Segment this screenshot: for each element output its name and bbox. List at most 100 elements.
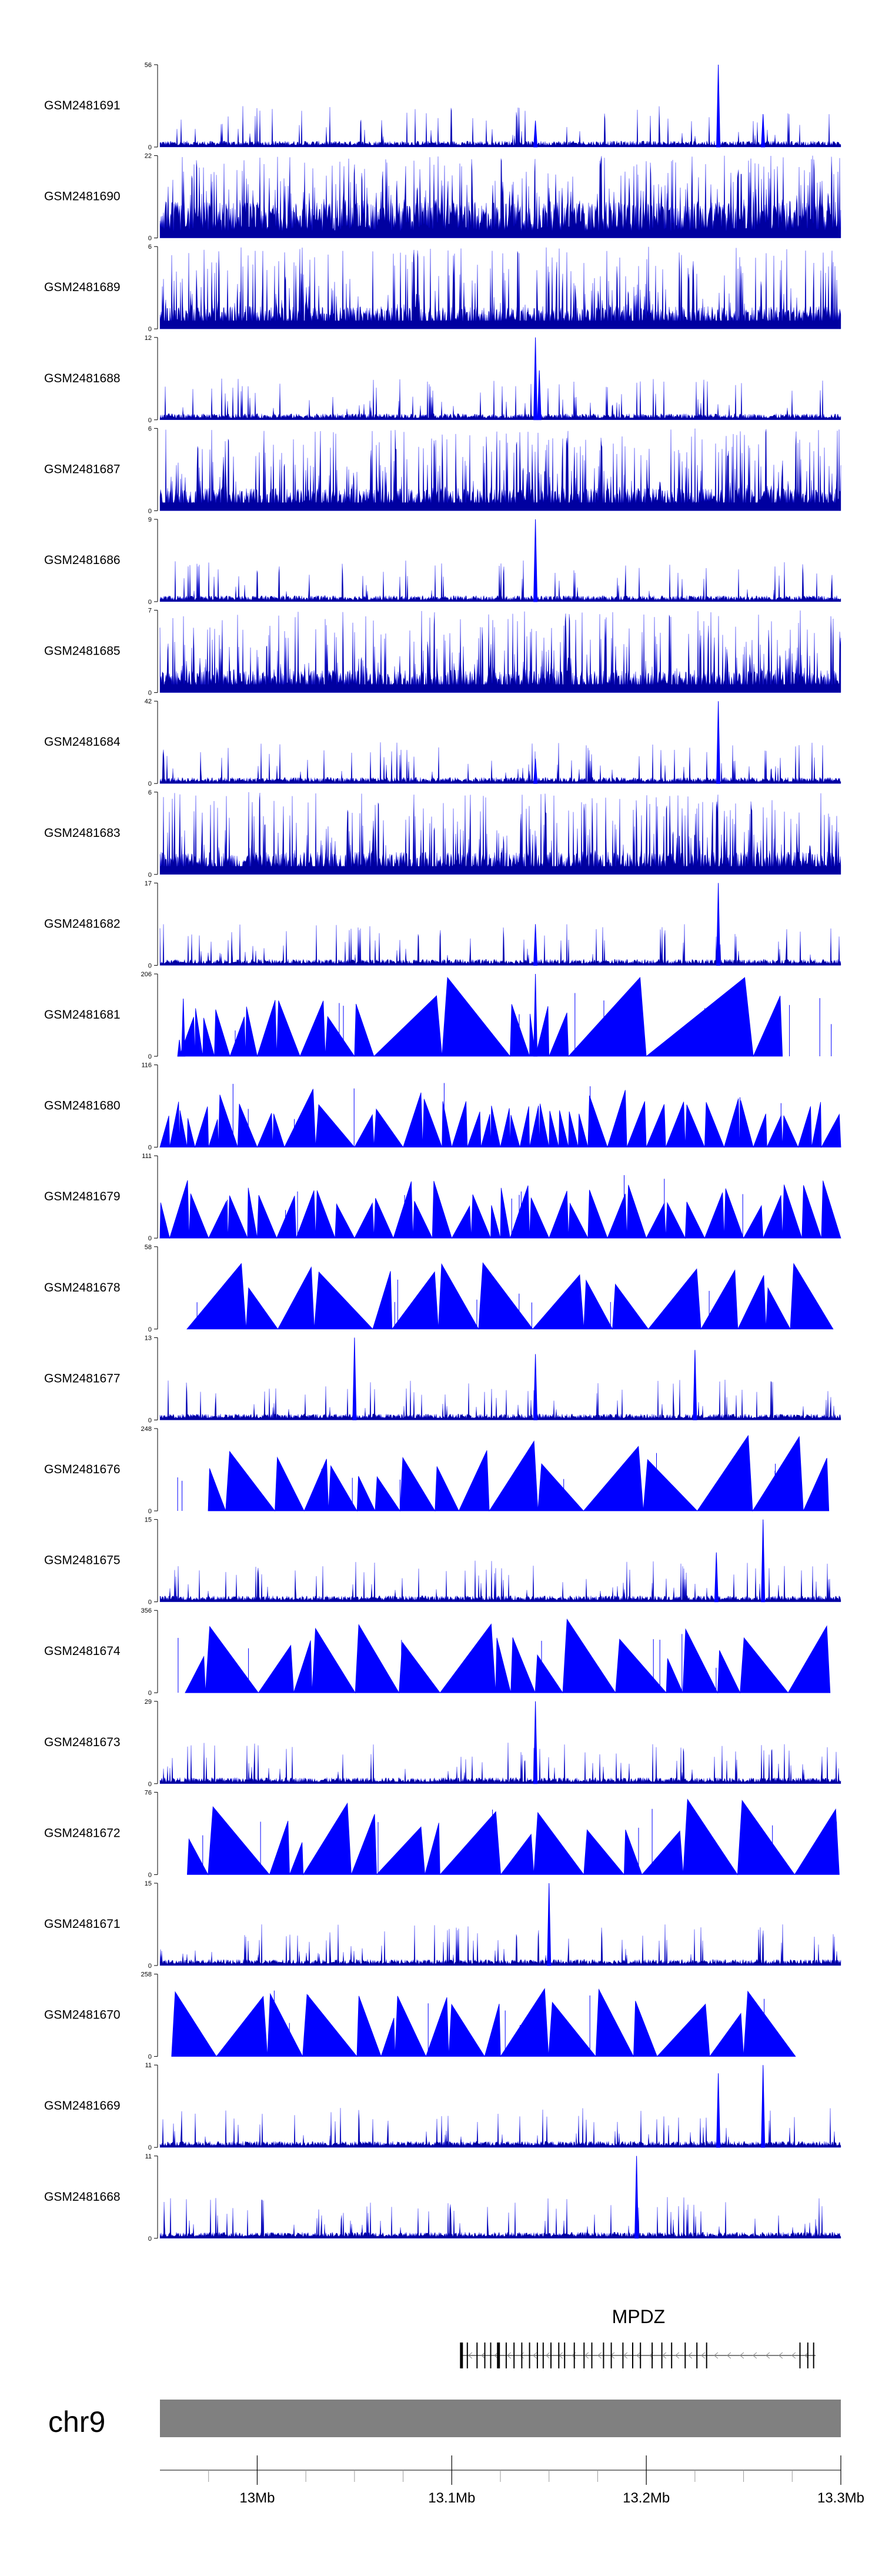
track-label: GSM2481677 [44, 1372, 121, 1385]
dense-signal [159, 106, 841, 148]
y-axis-max-label: 12 [145, 335, 152, 342]
triangle-signal [186, 1262, 834, 1330]
gene-exon [460, 2343, 463, 2368]
signal-peak [533, 1701, 538, 1784]
track-label: GSM2481671 [44, 1917, 121, 1931]
y-axis-min-label: 0 [148, 780, 152, 788]
signal-baseline [160, 418, 841, 420]
y-axis-min-label: 0 [148, 1781, 152, 1788]
signal-peak [537, 370, 542, 421]
gene-exon [706, 2343, 707, 2368]
gene-exon [466, 2343, 468, 2368]
y-axis-max-label: 6 [148, 243, 152, 251]
signal-baseline [160, 145, 841, 147]
track-GSM2481690: GSM2481690 22 0 [44, 153, 841, 242]
gene-exon [513, 2343, 515, 2368]
y-axis-max-label: 9 [148, 516, 152, 523]
y-axis-min-label: 0 [148, 1417, 152, 1424]
triangle-signal [208, 1434, 830, 1512]
strand-arrow [481, 2352, 486, 2359]
dense-signal [159, 1924, 841, 1966]
signal-baseline [160, 1963, 841, 1966]
track-label: GSM2481680 [44, 1099, 121, 1113]
gene-exon [632, 2343, 633, 2368]
track-GSM2481676: GSM2481676 248 0 [44, 1426, 830, 1515]
track-GSM2481681: GSM2481681 206 0 [44, 971, 832, 1060]
signal-area [159, 2155, 841, 2239]
y-axis-max-label: 76 [145, 1789, 152, 1796]
track-label: GSM2481676 [44, 1463, 121, 1476]
signal-baseline [160, 502, 841, 511]
triangle-signal [159, 1089, 841, 1149]
gene-exon [564, 2343, 566, 2368]
gene-exon [684, 2343, 686, 2368]
strand-arrow [714, 2352, 719, 2359]
signal-peak [533, 759, 538, 784]
y-axis-min-label: 0 [148, 1326, 152, 1333]
y-axis-min-label: 0 [148, 872, 152, 879]
signal-area [159, 610, 841, 693]
gene-exon [661, 2343, 663, 2368]
signal-area [177, 1434, 830, 1512]
signal-peak [716, 64, 721, 148]
strand-arrow [688, 2352, 693, 2359]
signal-baseline [160, 684, 841, 693]
signal-peak [693, 1350, 697, 1420]
y-axis-max-label: 58 [145, 1244, 152, 1251]
signal-area [159, 64, 841, 148]
dense-signal [159, 155, 841, 238]
track-label: GSM2481685 [44, 645, 121, 658]
chromosome-bar [160, 2400, 841, 2437]
gene-exon [610, 2343, 612, 2368]
signal-baseline [160, 236, 841, 238]
track-GSM2481673: GSM2481673 29 0 [44, 1699, 841, 1788]
track-label: GSM2481675 [44, 1554, 121, 1567]
track-GSM2481674: GSM2481674 356 0 [44, 1607, 831, 1697]
dense-signal [159, 1560, 841, 1602]
gene-exon [813, 2343, 814, 2368]
track-label: GSM2481684 [44, 735, 121, 749]
signal-peak [533, 337, 538, 421]
track-GSM2481670: GSM2481670 258 0 [44, 1971, 796, 2061]
triangle-signal [185, 1618, 831, 1694]
signal-area [186, 1798, 840, 1876]
y-axis-max-label: 42 [145, 698, 152, 705]
strand-arrow [791, 2352, 796, 2359]
track-GSM2481680: GSM2481680 116 0 [44, 1062, 841, 1152]
y-axis-min-label: 0 [148, 1963, 152, 1970]
strand-arrow [636, 2352, 641, 2359]
genome-axis: 13Mb 13.1Mb 13.2Mb 13.3Mb [160, 2455, 864, 2506]
y-axis-max-label: 7 [148, 608, 152, 615]
x-axis-tick-label: 13.1Mb [428, 2490, 475, 2506]
gene-exon [484, 2343, 486, 2368]
gene-exon [671, 2343, 673, 2368]
gene-exon [550, 2343, 552, 2368]
dense-signal [159, 1379, 841, 1420]
gene-exon [542, 2343, 544, 2368]
signal-area [178, 1618, 831, 1694]
track-label: GSM2481668 [44, 2190, 121, 2204]
strand-arrow [584, 2352, 589, 2359]
y-axis-max-label: 22 [145, 153, 152, 160]
strand-arrow [675, 2352, 680, 2359]
y-axis-max-label: 15 [145, 1517, 152, 1524]
track-label: GSM2481670 [44, 2008, 121, 2022]
strand-arrow [597, 2352, 602, 2359]
dense-signal [159, 560, 841, 602]
track-label: GSM2481679 [44, 1190, 121, 1203]
y-axis-min-label: 0 [148, 508, 152, 515]
strand-arrow [546, 2352, 550, 2359]
track-label: GSM2481689 [44, 281, 121, 294]
strand-arrow [701, 2352, 706, 2359]
y-axis-min-label: 0 [148, 2054, 152, 2061]
y-axis-max-label: 15 [145, 1880, 152, 1887]
y-axis-max-label: 56 [145, 62, 152, 69]
signal-baseline [160, 1781, 841, 1784]
y-axis-max-label: 206 [141, 971, 152, 978]
strand-arrow [766, 2352, 770, 2359]
y-axis-min-label: 0 [148, 599, 152, 606]
signal-area [159, 1337, 841, 1420]
y-axis-min-label: 0 [148, 1599, 152, 1606]
strand-arrow [494, 2352, 499, 2359]
y-axis-max-label: 6 [148, 425, 152, 432]
